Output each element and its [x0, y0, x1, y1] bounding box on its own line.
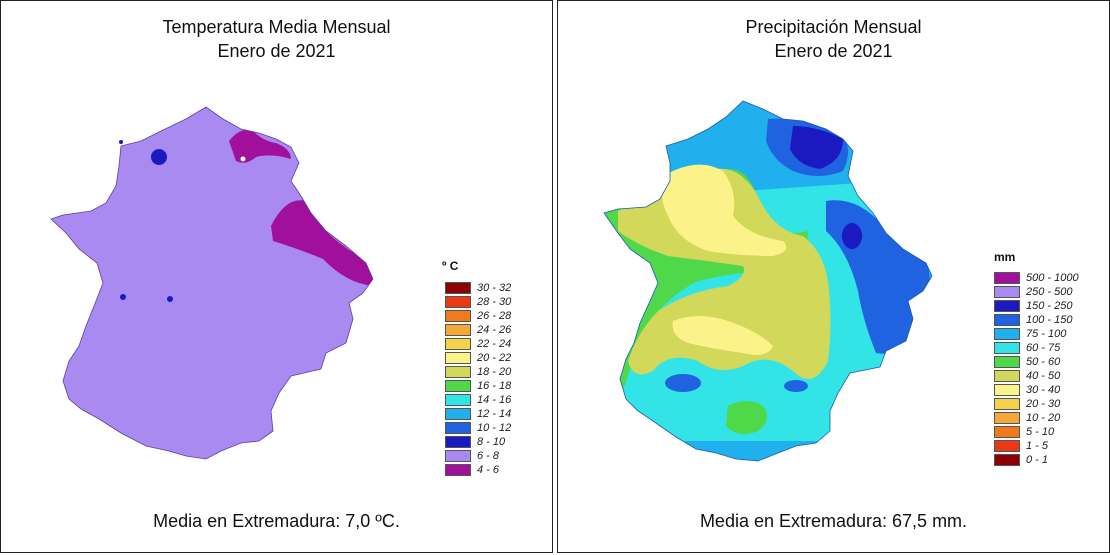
precipitation-zone-100-150-south	[784, 380, 808, 392]
precipitation-legend-label: 250 - 500	[1026, 286, 1073, 298]
precipitation-legend-label: 150 - 250	[1026, 300, 1073, 312]
precipitation-legend-swatch	[994, 426, 1020, 438]
precipitation-legend-swatch	[994, 370, 1020, 382]
precipitation-zone-150-250-east	[842, 223, 862, 249]
temperature-title-line2: Enero de 2021	[217, 41, 336, 61]
temperature-legend-swatch	[445, 352, 471, 364]
precipitation-map-title: Precipitación Mensual Enero de 2021	[558, 15, 1109, 63]
precipitation-legend-swatch	[994, 300, 1020, 312]
temperature-map	[50, 106, 374, 460]
temperature-legend-label: 28 - 30	[477, 296, 512, 308]
temperature-zone-8-10-center-a	[120, 294, 126, 300]
temperature-legend-swatch	[445, 436, 471, 448]
precipitation-legend-label: 75 - 100	[1026, 328, 1067, 340]
precipitation-legend-label: 50 - 60	[1026, 356, 1061, 368]
temperature-legend-swatch	[445, 380, 471, 392]
precipitation-legend-label: 5 - 10	[1026, 426, 1055, 438]
temperature-legend-label: 26 - 28	[477, 310, 512, 322]
temperature-legend-swatch	[445, 450, 471, 462]
precipitation-legend-label: 0 - 1	[1026, 454, 1049, 466]
temperature-legend-label: 12 - 14	[477, 408, 512, 420]
precipitation-legend-label: 100 - 150	[1026, 314, 1073, 326]
precipitation-footer: Media en Extremadura: 67,5 mm.	[699, 511, 968, 531]
temperature-legend-unit: º C	[442, 259, 459, 273]
precipitation-zone-30-40-center	[672, 316, 773, 355]
precipitation-region	[603, 100, 933, 462]
temperature-legend-swatch	[445, 394, 471, 406]
temperature-legend-swatch	[445, 310, 471, 322]
precipitation-legend-swatch	[994, 272, 1020, 284]
precipitation-legend-label: 500 - 1000	[1026, 272, 1079, 284]
precipitation-legend-swatch	[994, 356, 1020, 368]
temperature-legend-swatch	[445, 282, 471, 294]
temperature-legend-swatch	[445, 464, 471, 476]
precipitation-legend-label: 10 - 20	[1026, 412, 1061, 424]
precipitation-legend-swatch	[994, 454, 1020, 466]
temperature-legend-swatch	[445, 338, 471, 350]
temperature-legend-label: 10 - 12	[477, 422, 512, 434]
precipitation-legend-unit: mm	[994, 250, 1016, 264]
precipitation-legend-swatch	[994, 314, 1020, 326]
temperature-zone-8-10-north-dot	[119, 140, 123, 144]
temperature-zone-8-10-northwest	[151, 149, 167, 165]
temperature-zone-4-6-north	[229, 129, 291, 163]
precipitation-legend-swatch	[994, 286, 1020, 298]
temperature-legend-label: 14 - 16	[477, 394, 512, 406]
temperature-legend-swatch	[445, 366, 471, 378]
temperature-legend-label: 30 - 32	[477, 282, 512, 294]
temperature-legend-label: 22 - 24	[477, 338, 512, 350]
precipitation-legend-swatch	[994, 398, 1020, 410]
temperature-legend-label: 6 - 8	[477, 450, 500, 462]
temperature-zone-4-6-east	[271, 200, 373, 286]
temperature-legend-label: 24 - 26	[477, 324, 512, 336]
precipitation-legend-label: 1 - 5	[1026, 440, 1049, 452]
precipitation-zone-30-40-northwest	[661, 164, 787, 256]
precipitation-legend-swatch	[994, 412, 1020, 424]
temperature-legend-label: 16 - 18	[477, 380, 512, 392]
precipitation-zone-150-250-north	[790, 126, 843, 169]
temperature-zone-8-10-center-b	[167, 296, 173, 302]
temperature-warm-spot	[240, 156, 246, 162]
precipitation-zone-50-60-south	[726, 401, 767, 435]
temperature-legend-swatch	[445, 422, 471, 434]
temperature-legend-label: 20 - 22	[477, 352, 512, 364]
precipitation-legend-swatch	[994, 440, 1020, 452]
temperature-map-panel: Temperatura Media Mensual Enero de 2021 …	[0, 0, 553, 553]
temperature-legend-label: 8 - 10	[477, 436, 506, 448]
temperature-legend-label: 4 - 6	[477, 464, 500, 476]
precipitation-zone-100-150-southwest	[665, 374, 701, 392]
precipitation-title-line2: Enero de 2021	[774, 41, 893, 61]
temperature-legend-swatch	[445, 324, 471, 336]
precipitation-legend-label: 20 - 30	[1026, 398, 1061, 410]
precipitation-map	[603, 100, 933, 462]
precipitation-map-panel: Precipitación Mensual Enero de 2021	[557, 0, 1110, 553]
temperature-legend-swatch	[445, 296, 471, 308]
precipitation-title-line1: Precipitación Mensual	[745, 17, 922, 37]
precipitation-legend-label: 60 - 75	[1026, 342, 1061, 354]
temperature-footer: Media en Extremadura: 7,0 ºC.	[153, 511, 400, 531]
precipitation-legend-label: 30 - 40	[1026, 384, 1061, 396]
temperature-region	[50, 106, 374, 460]
precipitation-legend-label: 40 - 50	[1026, 370, 1061, 382]
temperature-title-line1: Temperatura Media Mensual	[162, 17, 391, 37]
precipitation-legend-swatch	[994, 342, 1020, 354]
temperature-legend-label: 18 - 20	[477, 366, 512, 378]
temperature-map-title: Temperatura Media Mensual Enero de 2021	[1, 15, 552, 63]
precipitation-legend-swatch	[994, 328, 1020, 340]
temperature-legend-swatch	[445, 408, 471, 420]
precipitation-legend-swatch	[994, 384, 1020, 396]
